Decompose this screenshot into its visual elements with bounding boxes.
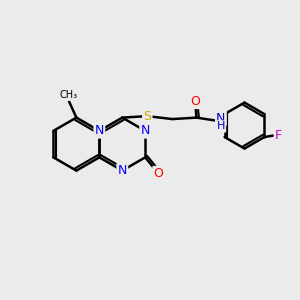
Text: H: H <box>217 122 225 131</box>
Text: N: N <box>216 112 226 125</box>
Text: N: N <box>118 164 127 177</box>
Text: N: N <box>141 124 150 137</box>
Text: N: N <box>95 124 104 137</box>
Text: F: F <box>275 129 282 142</box>
Text: O: O <box>154 167 164 180</box>
Text: S: S <box>143 110 151 123</box>
Text: O: O <box>190 95 200 108</box>
Text: CH₃: CH₃ <box>60 90 78 100</box>
